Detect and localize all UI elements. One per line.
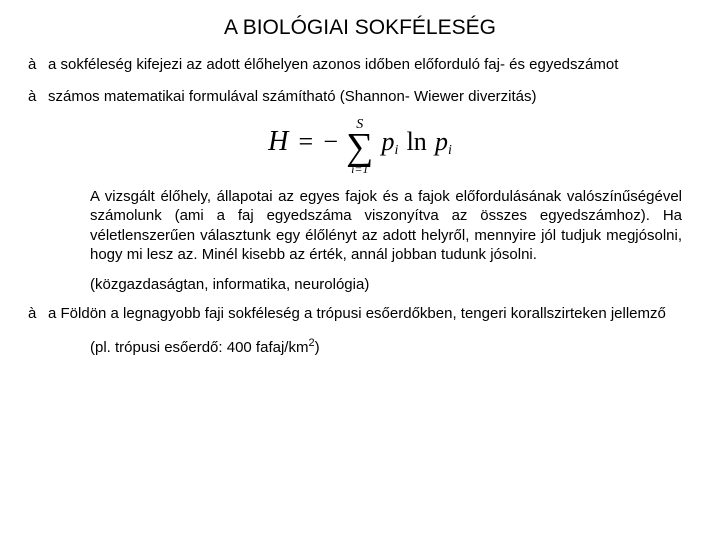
- shannon-formula: H = − S ∑ i=1 pi ln pi: [28, 118, 692, 174]
- bullet-3: à a Földön a legnagyobb faji sokféleség …: [28, 304, 692, 324]
- bullet-2-text: számos matematikai formulával számítható…: [48, 87, 692, 107]
- formula-p2: p: [435, 127, 448, 156]
- bullet-1-text: a sokféleség kifejezi az adott élőhelyen…: [48, 55, 692, 75]
- bullet-2: à számos matematikai formulával számítha…: [28, 87, 692, 107]
- formula-eq: =: [293, 127, 320, 156]
- formula-ln: ln: [403, 127, 431, 156]
- example-post: ): [315, 339, 320, 356]
- bullet-3-text: a Földön a legnagyobb faji sokféleség a …: [48, 304, 692, 324]
- example-text: (pl. trópusi esőerdő: 400 fafaj/km2): [90, 336, 682, 358]
- example-pre: (pl. trópusi esőerdő: 400 fafaj/km: [90, 339, 308, 356]
- explanation-text: A vizsgált élőhely, állapotai az egyes f…: [90, 187, 682, 265]
- formula-minus: −: [323, 127, 338, 156]
- fields-text: (közgazdaságtan, informatika, neurológia…: [90, 275, 682, 295]
- formula-i2: i: [448, 143, 452, 158]
- sigma-symbol: ∑: [346, 132, 373, 162]
- arrow-icon: à: [28, 55, 48, 75]
- formula-p1: p: [382, 127, 395, 156]
- arrow-icon: à: [28, 304, 48, 324]
- bullet-1: à a sokféleség kifejezi az adott élőhely…: [28, 55, 692, 75]
- formula-H: H: [268, 126, 288, 157]
- page-title: A BIOLÓGIAI SOKFÉLESÉG: [28, 14, 692, 41]
- formula-i1: i: [395, 143, 399, 158]
- sigma-icon: S ∑ i=1: [346, 118, 373, 174]
- arrow-icon: à: [28, 87, 48, 107]
